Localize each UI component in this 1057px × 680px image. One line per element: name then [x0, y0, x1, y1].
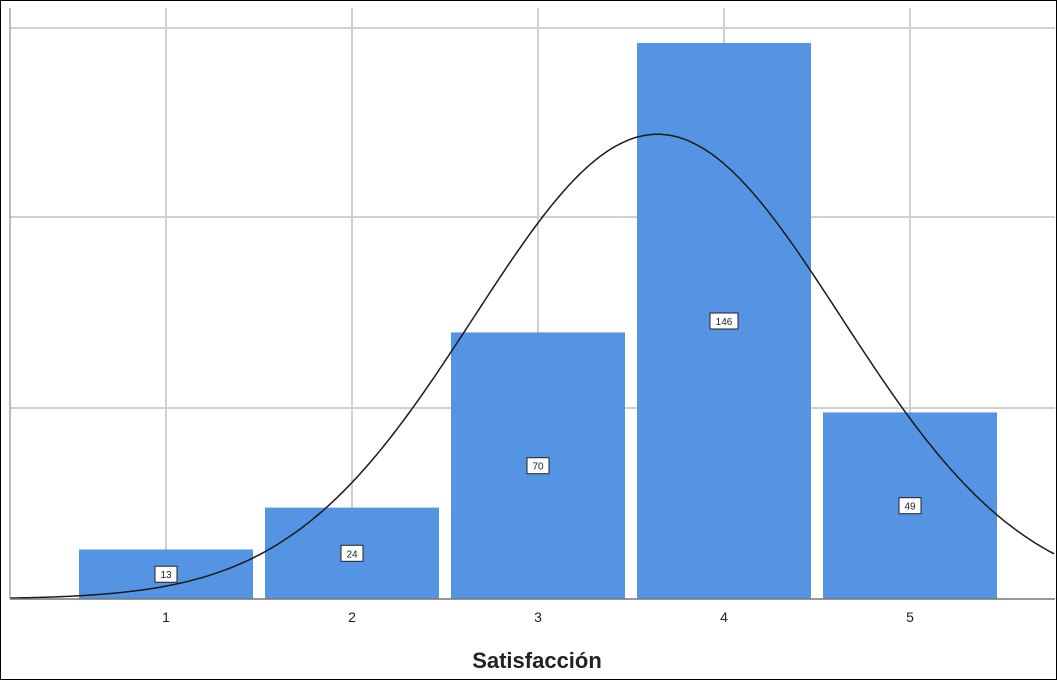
data-label-5: 49 [898, 497, 922, 515]
data-label-2: 24 [340, 544, 364, 562]
data-label-text: 49 [904, 502, 916, 513]
x-tick-label-2: 2 [348, 609, 356, 625]
data-label-1: 13 [154, 565, 178, 583]
data-label-box [709, 312, 739, 330]
x-tick-label-1: 1 [162, 609, 170, 625]
data-labels: 13 24 70 146 49 [154, 312, 922, 583]
x-tick-label-3: 3 [534, 609, 542, 625]
x-tick-label-4: 4 [720, 609, 728, 625]
data-label-text: 13 [160, 570, 172, 581]
data-label-text: 24 [346, 549, 358, 560]
x-tick-labels: 1 2 3 4 5 [162, 609, 914, 625]
data-label-3: 70 [526, 457, 550, 475]
data-label-box [526, 457, 550, 475]
data-label-box [154, 565, 178, 583]
x-axis-title: Satisfacción [472, 648, 602, 673]
x-tick-label-5: 5 [906, 609, 914, 625]
data-label-box [898, 497, 922, 515]
data-label-box [340, 544, 364, 562]
data-label-text: 70 [532, 462, 544, 473]
normal-curve [9, 133, 1055, 599]
data-label-text: 146 [716, 317, 733, 328]
data-label-4: 146 [709, 312, 739, 330]
